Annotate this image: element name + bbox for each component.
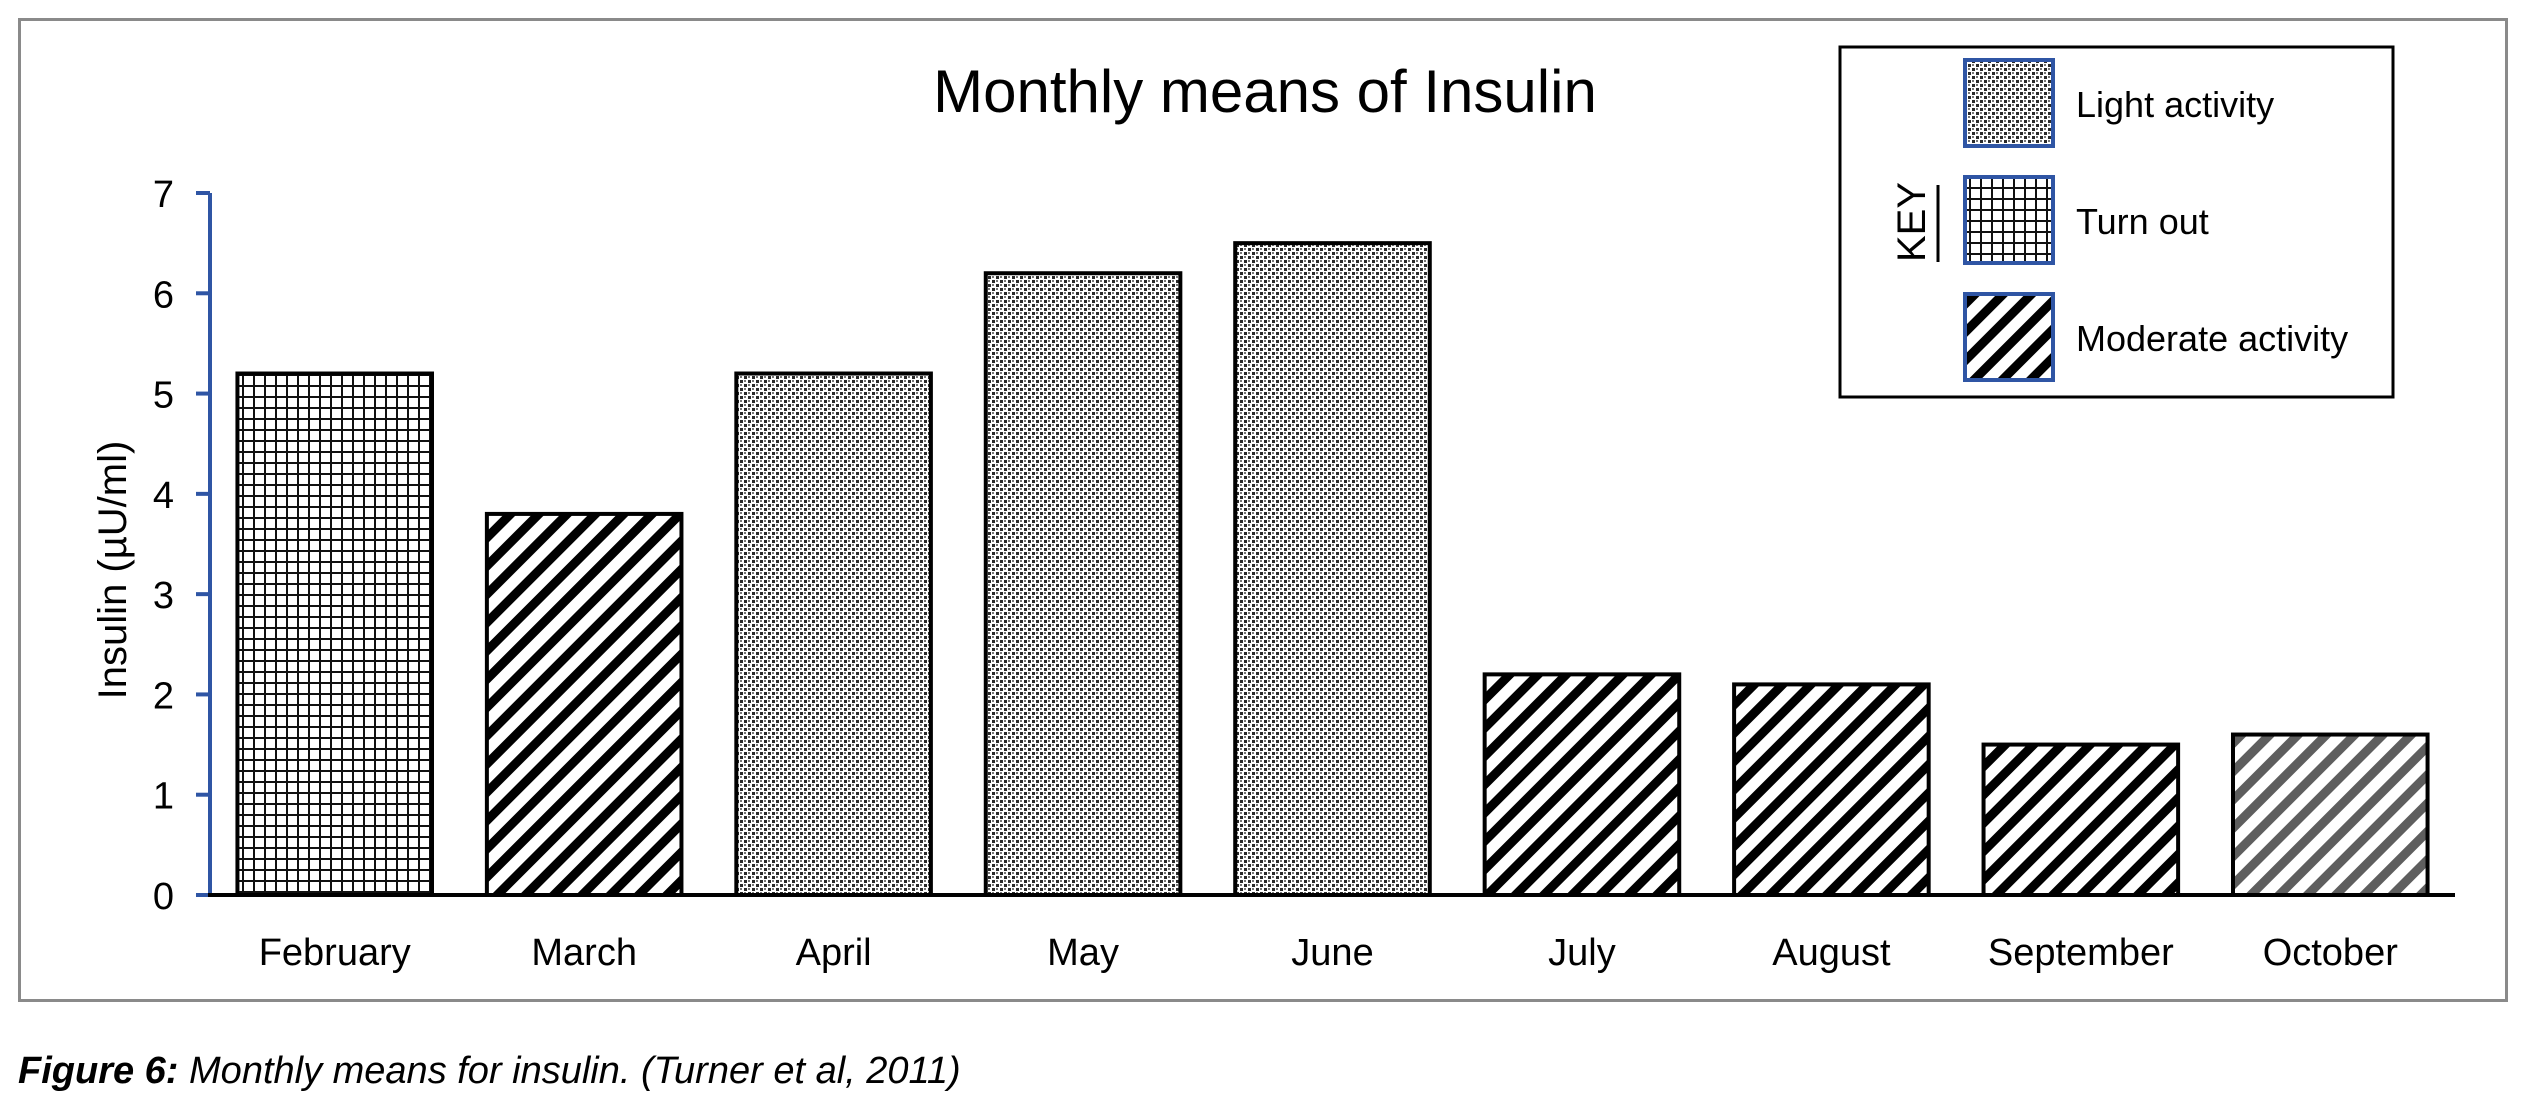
y-tick-label: 5 xyxy=(153,375,174,417)
caption-text: Monthly means for insulin. (Turner et al… xyxy=(178,1050,961,1092)
y-tick-label: 2 xyxy=(153,675,174,717)
bar-march xyxy=(484,511,684,898)
legend-label: Turn out xyxy=(2076,201,2209,242)
figure-caption: Figure 6: Monthly means for insulin. (Tu… xyxy=(18,1050,961,1093)
bar-april xyxy=(734,371,933,897)
y-tick-label: 3 xyxy=(153,575,174,617)
x-tick-label: April xyxy=(796,932,872,974)
legend-swatch-light xyxy=(1963,58,2055,148)
y-tick-label: 6 xyxy=(153,274,174,316)
x-tick-label: May xyxy=(1047,932,1119,974)
legend-swatch-moderate xyxy=(1963,292,2055,382)
bar-june xyxy=(1233,241,1432,897)
bar-chart: Monthly means of Insulin Insulin (µU/ml)… xyxy=(91,45,2455,974)
x-tick-label: October xyxy=(2263,932,2399,974)
x-axis-labels: February March April May June July August Septe… xyxy=(259,932,2399,974)
y-axis-label: Insulin (µU/ml) xyxy=(91,441,135,700)
bars xyxy=(235,241,2430,898)
bar-february xyxy=(235,371,435,897)
chart-title: Monthly means of Insulin xyxy=(933,58,1597,125)
bar-may xyxy=(983,271,1183,897)
bar-september xyxy=(1981,742,2181,897)
bar-august xyxy=(1732,682,1931,898)
y-tick-label: 7 xyxy=(153,174,174,216)
x-tick-label: September xyxy=(1988,932,2174,974)
legend-swatch-turnout xyxy=(1963,175,2055,265)
legend: KEY Light activity Turn out Moderate activ… xyxy=(1838,45,2395,399)
x-tick-label: July xyxy=(1548,932,1616,974)
legend-heading: KEY xyxy=(1890,182,1934,262)
x-tick-label: June xyxy=(1291,932,1373,974)
y-axis-ticks: 0 1 2 3 4 5 6 7 xyxy=(153,174,210,918)
legend-label: Moderate activity xyxy=(2076,318,2348,359)
y-tick-label: 4 xyxy=(153,475,174,517)
y-tick-label: 0 xyxy=(153,876,174,918)
bar-july xyxy=(1482,672,1682,897)
caption-label: Figure 6: xyxy=(18,1050,179,1092)
legend-label: Light activity xyxy=(2076,84,2274,125)
x-tick-label: February xyxy=(259,932,411,974)
x-tick-label: March xyxy=(531,932,637,974)
x-tick-label: August xyxy=(1772,932,1891,974)
legend-box xyxy=(1838,45,2395,399)
bar-october xyxy=(2230,732,2430,897)
y-tick-label: 1 xyxy=(153,776,174,818)
